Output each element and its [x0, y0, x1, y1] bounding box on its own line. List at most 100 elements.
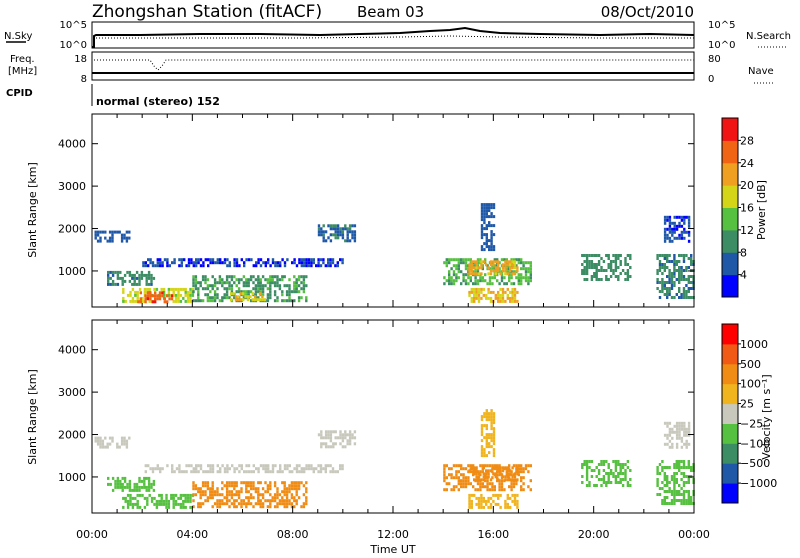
data-cell [285, 293, 289, 297]
data-cell [675, 278, 678, 281]
data-cell [488, 482, 492, 486]
data-cell [283, 499, 286, 503]
data-cell [588, 260, 591, 263]
data-cell [678, 287, 681, 290]
data-cell [223, 484, 226, 488]
data-cell [673, 257, 676, 260]
data-cell [668, 221, 672, 225]
data-cell [513, 272, 517, 276]
data-cell [204, 281, 207, 285]
data-cell [264, 490, 267, 494]
data-cell [481, 482, 484, 486]
data-cell [473, 290, 476, 294]
data-cell [678, 296, 681, 299]
data-cell [269, 499, 272, 503]
data-cell [624, 272, 627, 275]
data-cell [663, 502, 666, 505]
data-cell [111, 476, 115, 480]
data-cell [455, 276, 458, 280]
data-cell [273, 481, 277, 485]
data-cell [529, 479, 532, 483]
data-cell [480, 430, 484, 434]
data-cell [199, 258, 203, 262]
data-cell [487, 475, 490, 479]
data-cell [317, 227, 321, 231]
data-cell [685, 284, 688, 287]
data-cell [269, 470, 272, 474]
data-cell [617, 266, 620, 269]
data-cell [452, 476, 456, 480]
data-cell [99, 230, 102, 234]
data-cell [226, 470, 229, 474]
data-cell [129, 293, 132, 297]
data-cell [513, 266, 517, 270]
data-cell [138, 287, 142, 291]
data-cell [687, 230, 691, 234]
data-cell [131, 488, 134, 492]
data-cell [663, 257, 666, 260]
data-cell [149, 291, 152, 295]
data-cell [332, 233, 335, 237]
data-cell [211, 296, 214, 300]
data-cell [283, 261, 287, 265]
data-cell [497, 290, 500, 294]
data-cell [128, 236, 131, 240]
data-cell [129, 493, 132, 497]
data-cell [480, 499, 483, 503]
nsky-label: N.Sky [4, 31, 32, 42]
data-cell [187, 464, 191, 468]
data-cell [295, 467, 299, 471]
data-cell [585, 484, 589, 487]
data-cell [516, 478, 519, 482]
data-cell [165, 505, 168, 509]
data-cell [675, 499, 678, 502]
data-cell [510, 485, 513, 489]
data-cell [305, 284, 308, 288]
data-cell [302, 493, 306, 497]
data-cell [262, 464, 265, 468]
data-cell [199, 496, 202, 500]
data-cell [124, 299, 127, 303]
data-cell [661, 281, 664, 284]
data-cell [211, 275, 214, 279]
data-cell [303, 470, 306, 474]
data-cell [520, 485, 523, 489]
data-cell [172, 293, 175, 297]
data-cell [276, 278, 279, 282]
data-cell [482, 466, 485, 470]
data-cell [626, 275, 630, 278]
data-cell [680, 275, 683, 278]
data-cell [310, 467, 313, 471]
data-cell [490, 224, 493, 228]
data-cell [668, 218, 672, 222]
data-cell [485, 236, 488, 240]
data-cell [656, 278, 659, 281]
data-cell [588, 481, 591, 484]
data-cell [152, 488, 156, 492]
data-cell [94, 439, 97, 443]
data-cell [334, 236, 337, 240]
data-cell [483, 221, 486, 225]
data-cell [266, 293, 270, 297]
data-cell [174, 499, 178, 503]
data-cell [297, 278, 301, 282]
data-cell [319, 467, 323, 471]
data-cell [483, 203, 486, 207]
data-cell [485, 424, 488, 428]
data-cell [116, 482, 120, 486]
data-cell [661, 254, 664, 257]
colorbar-segment [722, 423, 738, 444]
data-cell [334, 430, 337, 434]
data-cell [228, 275, 231, 279]
data-cell [658, 296, 662, 299]
data-cell [489, 505, 493, 509]
data-cell [597, 472, 601, 475]
data-cell [520, 470, 523, 474]
time-tick-label: 20:00 [578, 528, 610, 541]
data-cell [624, 475, 627, 478]
data-cell [221, 261, 224, 265]
data-cell [485, 233, 488, 237]
data-cell [154, 300, 157, 304]
data-cell [494, 272, 497, 276]
data-cell [678, 427, 681, 431]
